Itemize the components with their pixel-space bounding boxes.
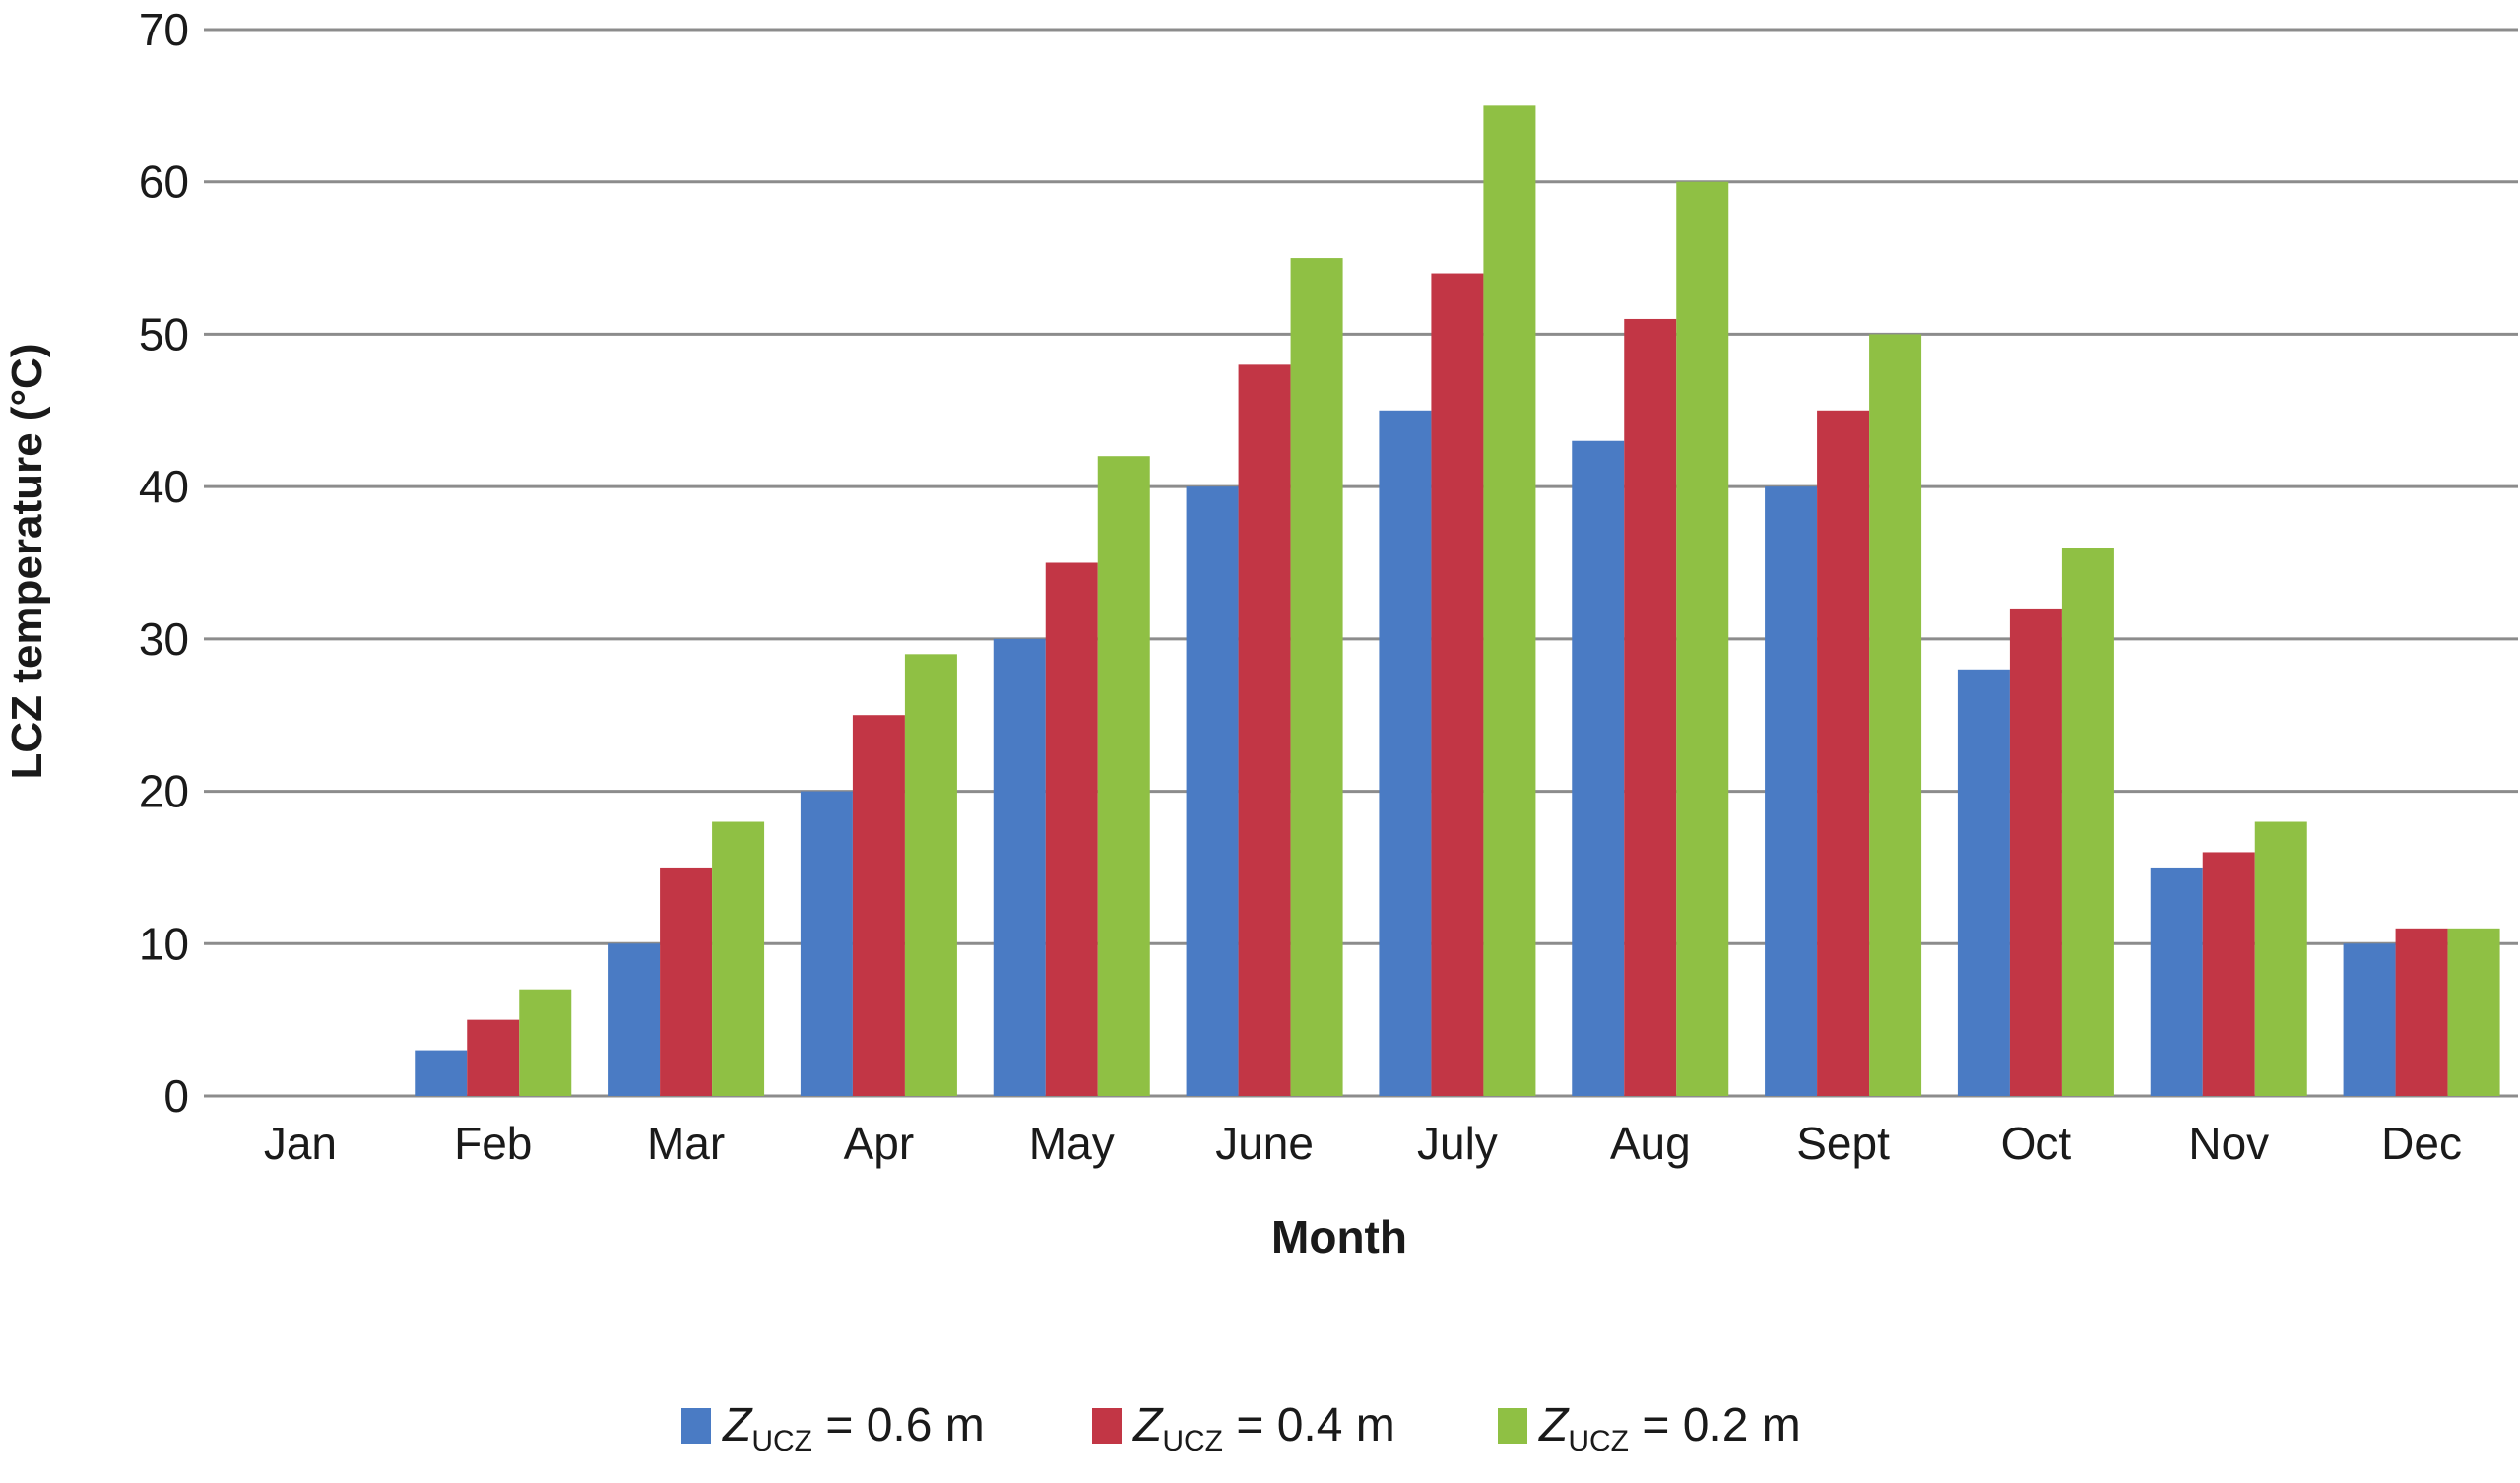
- bar-sept-series-1: [1765, 486, 1818, 1097]
- bar-nov-series-3: [2254, 821, 2307, 1096]
- bar-july-series-1: [1379, 410, 1432, 1096]
- legend-label-subscript: UCZ: [1568, 1425, 1629, 1457]
- y-tick-labels: 0 10 20 30 40 50 60 70: [139, 4, 189, 1122]
- bar-oct-series-2: [2009, 608, 2062, 1096]
- y-tick-label: 10: [139, 918, 189, 969]
- y-tick-label: 60: [139, 157, 189, 208]
- y-axis-title: LCZ temperature (°C): [3, 344, 51, 780]
- x-tick-label: Apr: [844, 1118, 915, 1169]
- bar-oct-series-3: [2061, 548, 2114, 1096]
- y-tick-label: 0: [163, 1070, 189, 1122]
- y-tick-label: 50: [139, 308, 189, 359]
- legend-label-value: = 0.4 m: [1223, 1399, 1395, 1451]
- y-tick-label: 40: [139, 461, 189, 512]
- bar-apr-series-2: [852, 715, 905, 1096]
- bars: [415, 105, 2500, 1097]
- bar-may-series-3: [1097, 456, 1150, 1096]
- bar-nov-series-2: [2202, 852, 2255, 1096]
- x-tick-label: Oct: [2001, 1118, 2072, 1169]
- gridlines: [204, 28, 2518, 1098]
- bar-nov-series-1: [2150, 867, 2203, 1096]
- legend-label-subscript: UCZ: [1162, 1425, 1223, 1457]
- bar-apr-series-1: [800, 791, 853, 1096]
- bar-mar-series-2: [660, 867, 713, 1096]
- legend-label-symbol: Z: [1538, 1399, 1570, 1451]
- y-tick-label: 30: [139, 613, 189, 665]
- bar-mar-series-3: [712, 821, 765, 1096]
- bar-feb-series-1: [415, 1050, 468, 1096]
- bar-dec-series-2: [2395, 928, 2448, 1096]
- x-tick-label: May: [1029, 1118, 1115, 1169]
- bar-sept-series-2: [1817, 410, 1870, 1096]
- legend-label-symbol: Z: [722, 1399, 753, 1451]
- legend-swatch: [1498, 1408, 1527, 1444]
- bar-mar-series-1: [608, 943, 661, 1096]
- legend-label: ZUCZ = 0.2 m: [1538, 1399, 1801, 1457]
- x-tick-label: Aug: [1610, 1118, 1691, 1169]
- bar-june-series-3: [1290, 258, 1343, 1097]
- bar-june-series-1: [1186, 486, 1239, 1097]
- legend-label: ZUCZ = 0.4 m: [1132, 1399, 1395, 1457]
- x-tick-label: Dec: [2381, 1118, 2462, 1169]
- x-tick-label: June: [1215, 1118, 1314, 1169]
- x-tick-label: Sept: [1796, 1118, 1890, 1169]
- bar-dec-series-1: [2343, 943, 2396, 1096]
- legend-label: ZUCZ = 0.6 m: [722, 1399, 985, 1457]
- x-tick-label: Mar: [647, 1118, 725, 1169]
- bar-may-series-2: [1045, 562, 1098, 1096]
- legend-label-symbol: Z: [1132, 1399, 1164, 1451]
- bar-feb-series-3: [519, 989, 572, 1096]
- x-tick-label: Feb: [454, 1118, 532, 1169]
- bar-apr-series-3: [904, 654, 957, 1096]
- y-tick-label: 20: [139, 766, 189, 817]
- y-tick-label: 70: [139, 4, 189, 55]
- legend-swatch: [681, 1408, 711, 1444]
- x-tick-label: Jan: [264, 1118, 337, 1169]
- x-axis-title: Month: [1271, 1211, 1407, 1262]
- x-tick-label: July: [1417, 1118, 1498, 1169]
- bar-july-series-2: [1431, 273, 1484, 1096]
- bar-june-series-2: [1238, 364, 1291, 1096]
- legend: ZUCZ = 0.6 m ZUCZ = 0.4 m ZUCZ = 0.2 m: [681, 1399, 1801, 1457]
- bar-aug-series-1: [1572, 440, 1625, 1096]
- bar-dec-series-3: [2447, 928, 2500, 1096]
- bar-aug-series-2: [1624, 318, 1677, 1096]
- legend-label-value: = 0.6 m: [812, 1399, 985, 1451]
- legend-label-value: = 0.2 m: [1629, 1399, 1801, 1451]
- legend-label-subscript: UCZ: [751, 1425, 812, 1457]
- bar-aug-series-3: [1676, 181, 1729, 1096]
- bar-may-series-1: [993, 638, 1046, 1096]
- x-tick-label: Nov: [2188, 1118, 2269, 1169]
- bar-oct-series-1: [1957, 669, 2010, 1096]
- bar-july-series-3: [1483, 105, 1536, 1097]
- legend-swatch: [1092, 1408, 1122, 1444]
- bar-feb-series-2: [467, 1019, 520, 1096]
- bar-sept-series-3: [1869, 334, 1922, 1096]
- x-tick-labels: Jan Feb Mar Apr May June July Aug Sept Oct Nov Dec: [264, 1118, 2462, 1169]
